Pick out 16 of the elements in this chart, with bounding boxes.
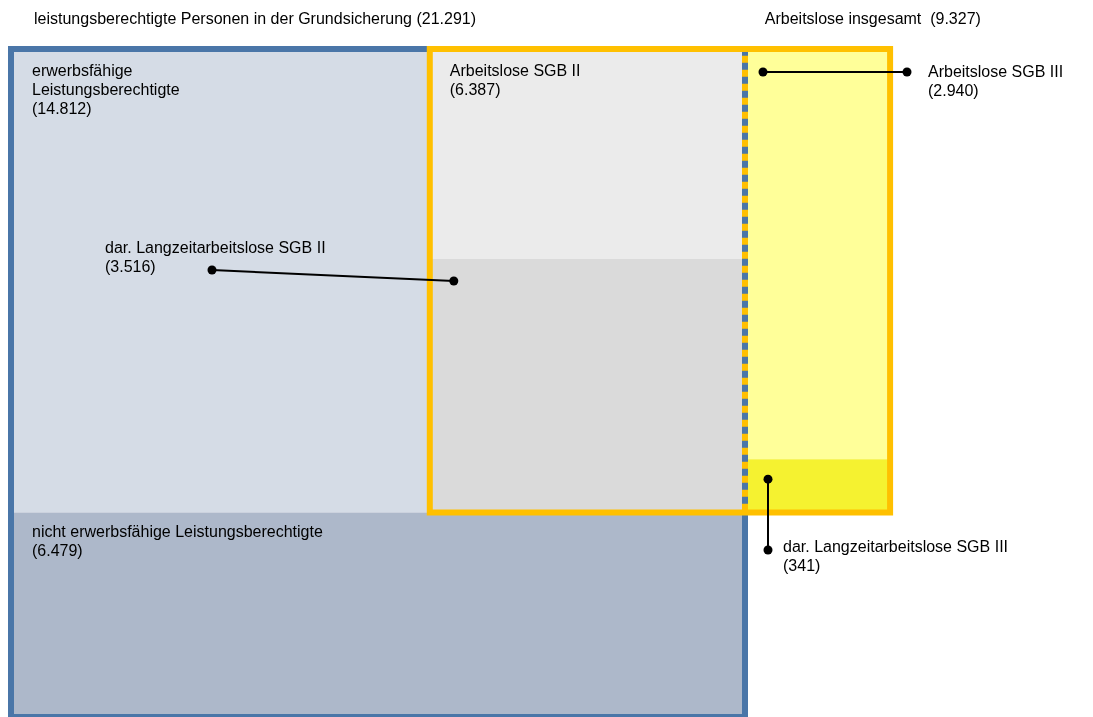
category-label: leistungsberechtigte Personen in der Grundsicherung xyxy=(34,10,413,28)
data-label: (341) xyxy=(783,557,821,575)
data-label: (3.516) xyxy=(105,258,156,276)
data-label: (6.479) xyxy=(32,541,83,559)
category-label: erwerbsfähige Leistungsberechtigte xyxy=(32,62,180,99)
category-label: Arbeitslose insgesamt xyxy=(764,10,926,28)
data-label: (21.291) xyxy=(416,10,477,28)
category-label: dar. Langzeitarbeitslose SGB III xyxy=(783,538,1009,556)
data-label: (6.387) xyxy=(449,81,501,99)
data-label: (14.812) xyxy=(32,100,92,118)
data-label: (9.327) xyxy=(930,10,981,28)
category-label: dar. Langzeitarbeitslose SGB II xyxy=(105,239,326,257)
category-label: nicht erwerbsfähige Leistungsberechtigte xyxy=(32,522,323,540)
category-label: Arbeitslose SGB II xyxy=(449,62,581,80)
category-label: Arbeitslose SGB III xyxy=(928,63,1064,81)
data-label: (2.940) xyxy=(928,82,979,100)
